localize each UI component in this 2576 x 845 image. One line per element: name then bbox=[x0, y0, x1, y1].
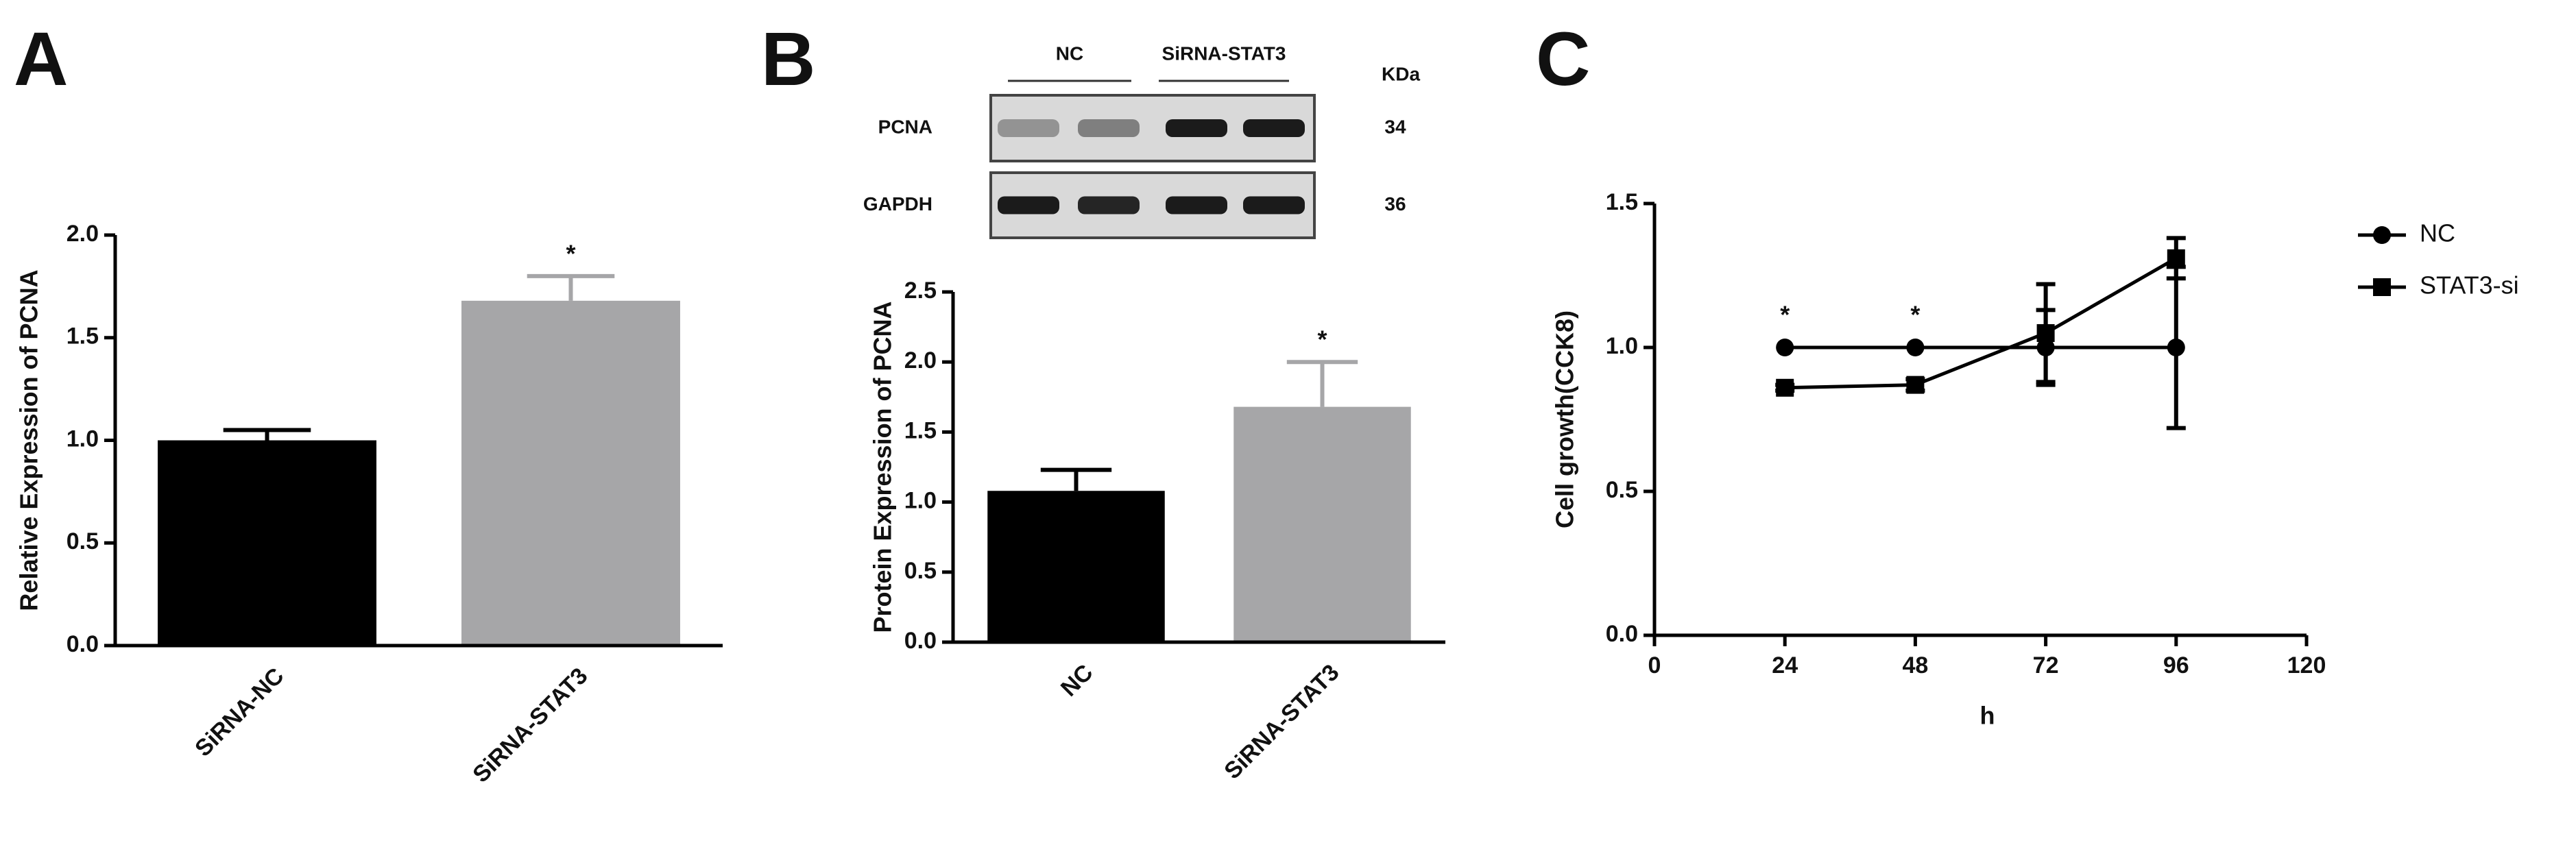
panel-label: C bbox=[1536, 17, 1590, 101]
blot-kda: 36 bbox=[1384, 193, 1406, 215]
blot-band bbox=[1078, 119, 1140, 137]
blot-group-label: NC bbox=[1056, 42, 1083, 64]
y-tick-label: 2.0 bbox=[67, 221, 99, 247]
y-tick-label: 1.5 bbox=[904, 417, 937, 443]
blot-band bbox=[998, 196, 1059, 215]
legend-label: STAT3-si bbox=[2420, 271, 2519, 299]
x-tick-label: 120 bbox=[2287, 652, 2326, 678]
blot-band bbox=[1078, 196, 1140, 215]
x-tick-label: 48 bbox=[1902, 652, 1928, 678]
y-tick-label: 0.5 bbox=[1606, 477, 1638, 503]
x-tick-label: SiRNA-STAT3 bbox=[468, 663, 592, 787]
y-tick-label: 0.0 bbox=[67, 631, 99, 657]
y-tick-label: 0.0 bbox=[1606, 621, 1638, 647]
blot-row-label: PCNA bbox=[878, 116, 932, 137]
y-tick-label: 0.5 bbox=[67, 528, 99, 554]
y-tick-label: 1.0 bbox=[904, 488, 937, 514]
legend-marker bbox=[2373, 226, 2391, 244]
marker bbox=[2167, 339, 2185, 356]
x-tick-label: NC bbox=[1056, 659, 1098, 702]
bar bbox=[158, 440, 376, 646]
legend-label: NC bbox=[2420, 219, 2455, 247]
marker bbox=[2036, 324, 2055, 342]
y-tick-label: 2.5 bbox=[904, 278, 937, 304]
x-axis-label: h bbox=[1980, 702, 1995, 730]
bar bbox=[461, 300, 680, 646]
error-bar bbox=[223, 428, 311, 441]
error-bar bbox=[1040, 467, 1112, 491]
blot-band bbox=[1243, 119, 1305, 137]
marker bbox=[1906, 339, 1925, 356]
legend-marker bbox=[2373, 278, 2391, 296]
marker bbox=[1776, 378, 1794, 397]
y-tick-label: 0.0 bbox=[904, 628, 937, 654]
bar bbox=[987, 491, 1165, 642]
error-bar bbox=[527, 273, 615, 301]
blot-band bbox=[1166, 119, 1227, 137]
x-tick-label: SiRNA-STAT3 bbox=[1219, 659, 1344, 784]
x-tick-label: 0 bbox=[1648, 652, 1661, 678]
blot-unit: KDa bbox=[1382, 63, 1420, 84]
blot-group-label: SiRNA-STAT3 bbox=[1162, 42, 1286, 64]
y-tick-label: 1.5 bbox=[1606, 189, 1638, 215]
y-tick-label: 1.0 bbox=[67, 426, 99, 452]
panel-label: A bbox=[14, 17, 68, 101]
significance: * bbox=[1910, 301, 1920, 329]
x-tick-label: 72 bbox=[2033, 652, 2059, 678]
error-bar bbox=[1286, 360, 1358, 407]
panel-label: B bbox=[761, 17, 815, 101]
y-axis-label: Cell growth(CCK8) bbox=[1551, 310, 1579, 528]
y-tick-label: 2.0 bbox=[904, 347, 937, 373]
blot-band bbox=[998, 119, 1059, 137]
y-tick-label: 1.0 bbox=[1606, 333, 1638, 359]
significance: * bbox=[566, 239, 575, 267]
blot-row-label: GAPDH bbox=[863, 193, 932, 215]
x-tick-label: SiRNA-NC bbox=[190, 663, 289, 761]
marker bbox=[1776, 339, 1794, 356]
series-line bbox=[1785, 256, 2178, 390]
y-axis-label: Protein Expression of PCNA bbox=[869, 301, 897, 633]
legend-item: NC bbox=[2358, 219, 2455, 247]
x-tick-label: 96 bbox=[2163, 652, 2189, 678]
blot-kda: 34 bbox=[1384, 116, 1406, 137]
legend-item: STAT3-si bbox=[2358, 271, 2519, 299]
significance: * bbox=[1780, 301, 1790, 329]
marker bbox=[2167, 249, 2185, 267]
marker bbox=[1906, 376, 1925, 394]
significance: * bbox=[1317, 326, 1327, 354]
x-tick-label: 24 bbox=[1772, 652, 1798, 678]
blot-band bbox=[1166, 196, 1227, 215]
y-axis-label: Relative Expression of PCNA bbox=[15, 269, 43, 611]
y-tick-label: 1.5 bbox=[67, 323, 99, 350]
y-tick-label: 0.5 bbox=[904, 558, 937, 584]
bar bbox=[1233, 406, 1411, 642]
blot-band bbox=[1243, 196, 1305, 215]
